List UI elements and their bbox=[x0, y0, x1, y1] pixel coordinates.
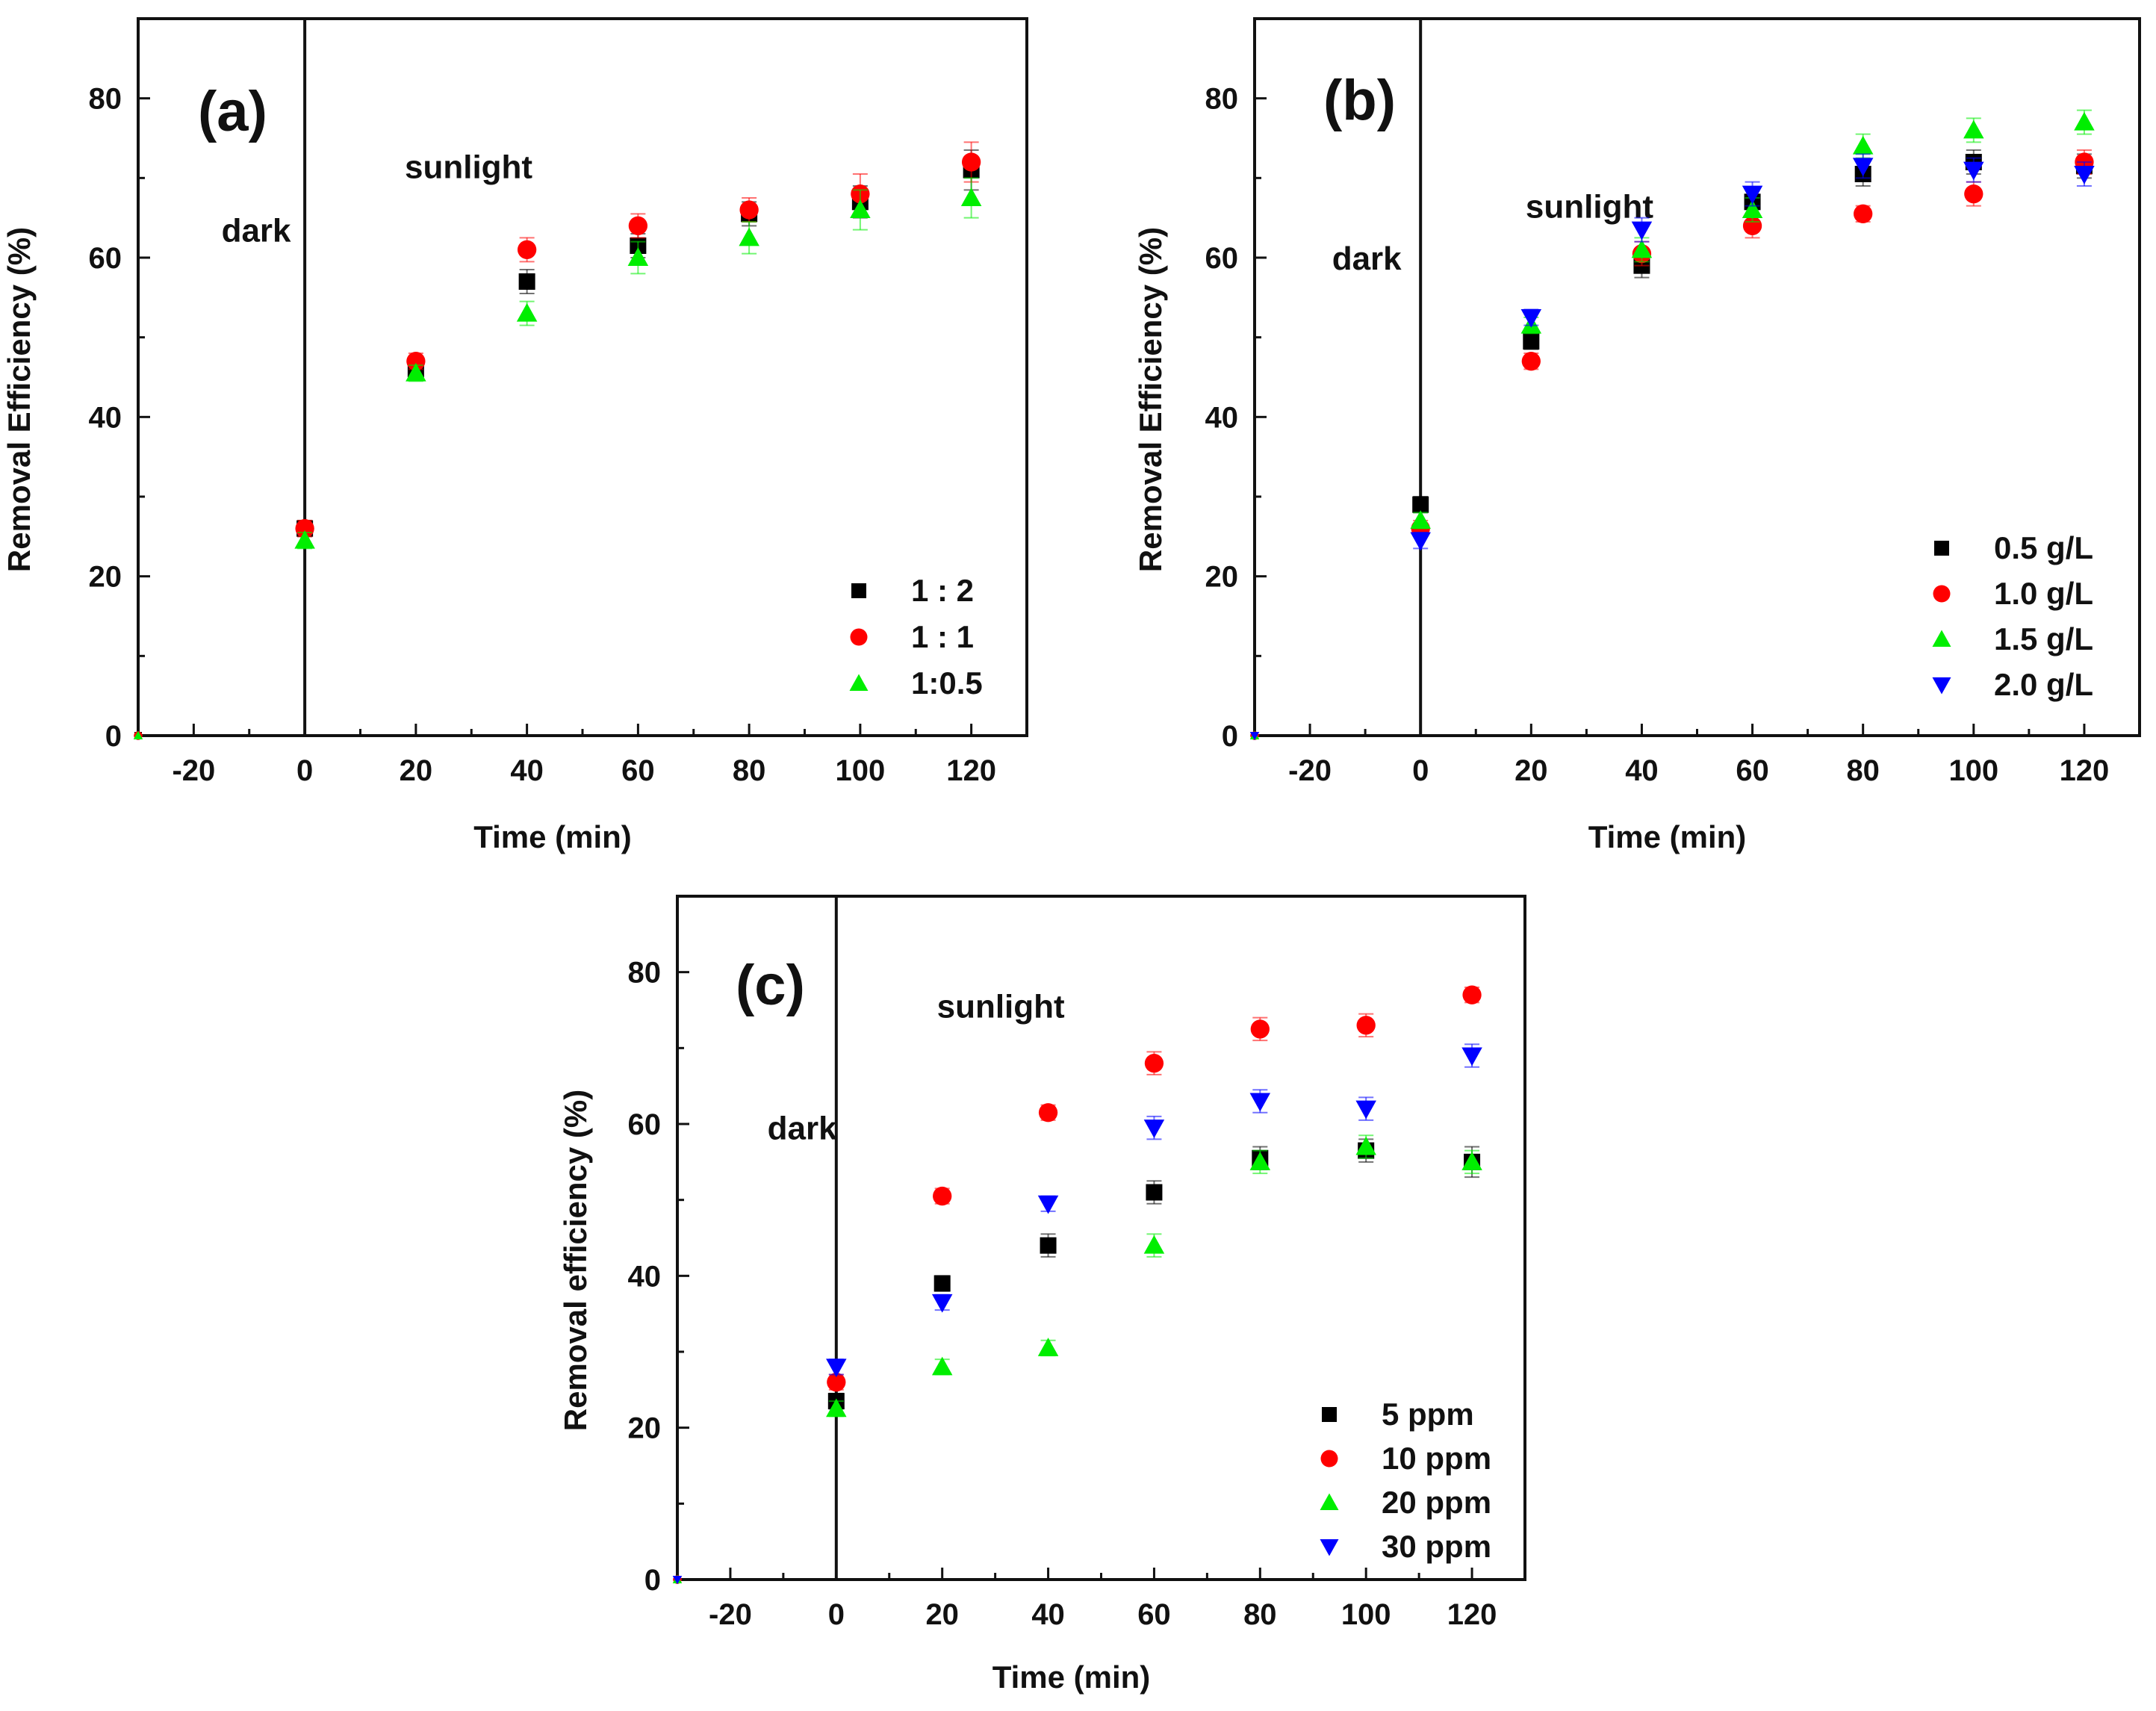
y-tick-label: 60 bbox=[1205, 242, 1239, 275]
figure-background bbox=[0, 0, 2156, 1711]
x-tick-label: 60 bbox=[621, 754, 655, 787]
x-tick-label: 120 bbox=[1447, 1598, 1497, 1631]
legend-label: 5 ppm bbox=[1382, 1397, 1474, 1432]
data-point bbox=[1462, 986, 1481, 1004]
x-tick-label: 100 bbox=[1948, 754, 1998, 787]
data-point bbox=[1146, 1184, 1162, 1201]
panel-label: (a) bbox=[198, 80, 267, 143]
legend-label: 10 ppm bbox=[1382, 1441, 1491, 1476]
data-point bbox=[1523, 333, 1539, 350]
annotation-dark: dark bbox=[1332, 240, 1402, 277]
legend-label: 1 : 1 bbox=[911, 619, 974, 654]
annotation-sunlight: sunlight bbox=[405, 149, 532, 185]
x-tick-label: 40 bbox=[1625, 754, 1659, 787]
y-tick-label: 20 bbox=[89, 561, 122, 594]
data-point bbox=[1854, 205, 1872, 223]
y-axis-title: Removal Efficiency (%) bbox=[1, 227, 37, 572]
data-point bbox=[1964, 184, 1983, 203]
data-point bbox=[934, 1276, 951, 1292]
y-tick-label: 80 bbox=[1205, 83, 1239, 116]
y-tick-label: 20 bbox=[1205, 561, 1239, 594]
x-tick-label: 60 bbox=[1137, 1598, 1171, 1631]
legend-marker bbox=[851, 583, 866, 598]
x-tick-label: -20 bbox=[172, 754, 215, 787]
x-tick-label: 80 bbox=[733, 754, 766, 787]
data-point bbox=[629, 217, 647, 235]
annotation-sunlight: sunlight bbox=[1526, 189, 1653, 226]
y-tick-label: 60 bbox=[89, 242, 122, 275]
legend-label: 1:0.5 bbox=[911, 665, 983, 701]
legend-label: 30 ppm bbox=[1382, 1529, 1491, 1564]
annotation-sunlight: sunlight bbox=[937, 989, 1065, 1025]
y-tick-label: 0 bbox=[105, 720, 122, 753]
legend-label: 2.0 g/L bbox=[1994, 667, 2093, 702]
legend-label: 1.5 g/L bbox=[1994, 621, 2093, 656]
x-tick-label: 100 bbox=[836, 754, 886, 787]
y-tick-label: 0 bbox=[1222, 720, 1238, 753]
legend-marker bbox=[1321, 1450, 1338, 1468]
data-point bbox=[1145, 1054, 1164, 1072]
data-point bbox=[933, 1187, 951, 1205]
x-tick-label: 60 bbox=[1736, 754, 1769, 787]
data-point bbox=[1039, 1103, 1057, 1122]
data-point bbox=[518, 240, 536, 259]
y-tick-label: 80 bbox=[628, 957, 662, 990]
legend-label: 1 : 2 bbox=[911, 573, 974, 608]
x-tick-label: 40 bbox=[510, 754, 544, 787]
panel-label: (b) bbox=[1323, 69, 1396, 132]
x-tick-label: 20 bbox=[1515, 754, 1548, 787]
legend-label: 20 ppm bbox=[1382, 1485, 1491, 1520]
x-tick-label: 0 bbox=[828, 1598, 845, 1631]
legend-marker bbox=[851, 629, 868, 646]
x-tick-label: 40 bbox=[1031, 1598, 1065, 1631]
data-point bbox=[1040, 1238, 1057, 1254]
panel-label: (c) bbox=[736, 954, 805, 1017]
data-point bbox=[1357, 1016, 1376, 1034]
y-tick-label: 60 bbox=[628, 1108, 662, 1141]
y-tick-label: 20 bbox=[628, 1412, 662, 1445]
y-axis-title: Removal Efficiency (%) bbox=[1133, 227, 1168, 572]
x-tick-label: -20 bbox=[709, 1598, 752, 1631]
x-tick-label: 120 bbox=[946, 754, 996, 787]
legend-label: 1.0 g/L bbox=[1994, 576, 2093, 611]
y-tick-label: 0 bbox=[644, 1564, 661, 1597]
x-tick-label: 0 bbox=[1412, 754, 1429, 787]
x-tick-label: 80 bbox=[1846, 754, 1880, 787]
y-tick-label: 40 bbox=[1205, 401, 1239, 434]
legend-marker bbox=[1933, 586, 1951, 603]
data-point bbox=[739, 200, 758, 219]
x-tick-label: -20 bbox=[1288, 754, 1332, 787]
x-tick-label: 0 bbox=[296, 754, 313, 787]
data-point bbox=[519, 273, 535, 290]
annotation-dark: dark bbox=[768, 1110, 837, 1146]
x-axis-title: Time (min) bbox=[992, 1659, 1151, 1695]
x-axis-title: Time (min) bbox=[473, 819, 632, 854]
x-tick-label: 80 bbox=[1243, 1598, 1277, 1631]
x-tick-label: 20 bbox=[925, 1598, 959, 1631]
data-point bbox=[1522, 352, 1541, 370]
data-point bbox=[962, 152, 981, 171]
y-tick-label: 40 bbox=[89, 401, 122, 434]
legend-marker bbox=[1322, 1407, 1337, 1422]
y-tick-label: 40 bbox=[628, 1260, 662, 1293]
x-axis-title: Time (min) bbox=[1588, 819, 1747, 854]
x-tick-label: 20 bbox=[400, 754, 433, 787]
legend-label: 0.5 g/L bbox=[1994, 530, 2093, 565]
annotation-dark: dark bbox=[222, 213, 291, 249]
y-tick-label: 80 bbox=[89, 83, 122, 116]
figure: -20 0 20 40 60 80 100 120 0 20 40 60 80 Time (min) Rem… bbox=[0, 0, 2156, 1711]
x-tick-label: 100 bbox=[1341, 1598, 1391, 1631]
y-axis-title: Removal efficiency (%) bbox=[558, 1090, 593, 1432]
legend-marker bbox=[1934, 541, 1949, 556]
data-point bbox=[1251, 1019, 1270, 1038]
x-tick-label: 120 bbox=[2060, 754, 2110, 787]
